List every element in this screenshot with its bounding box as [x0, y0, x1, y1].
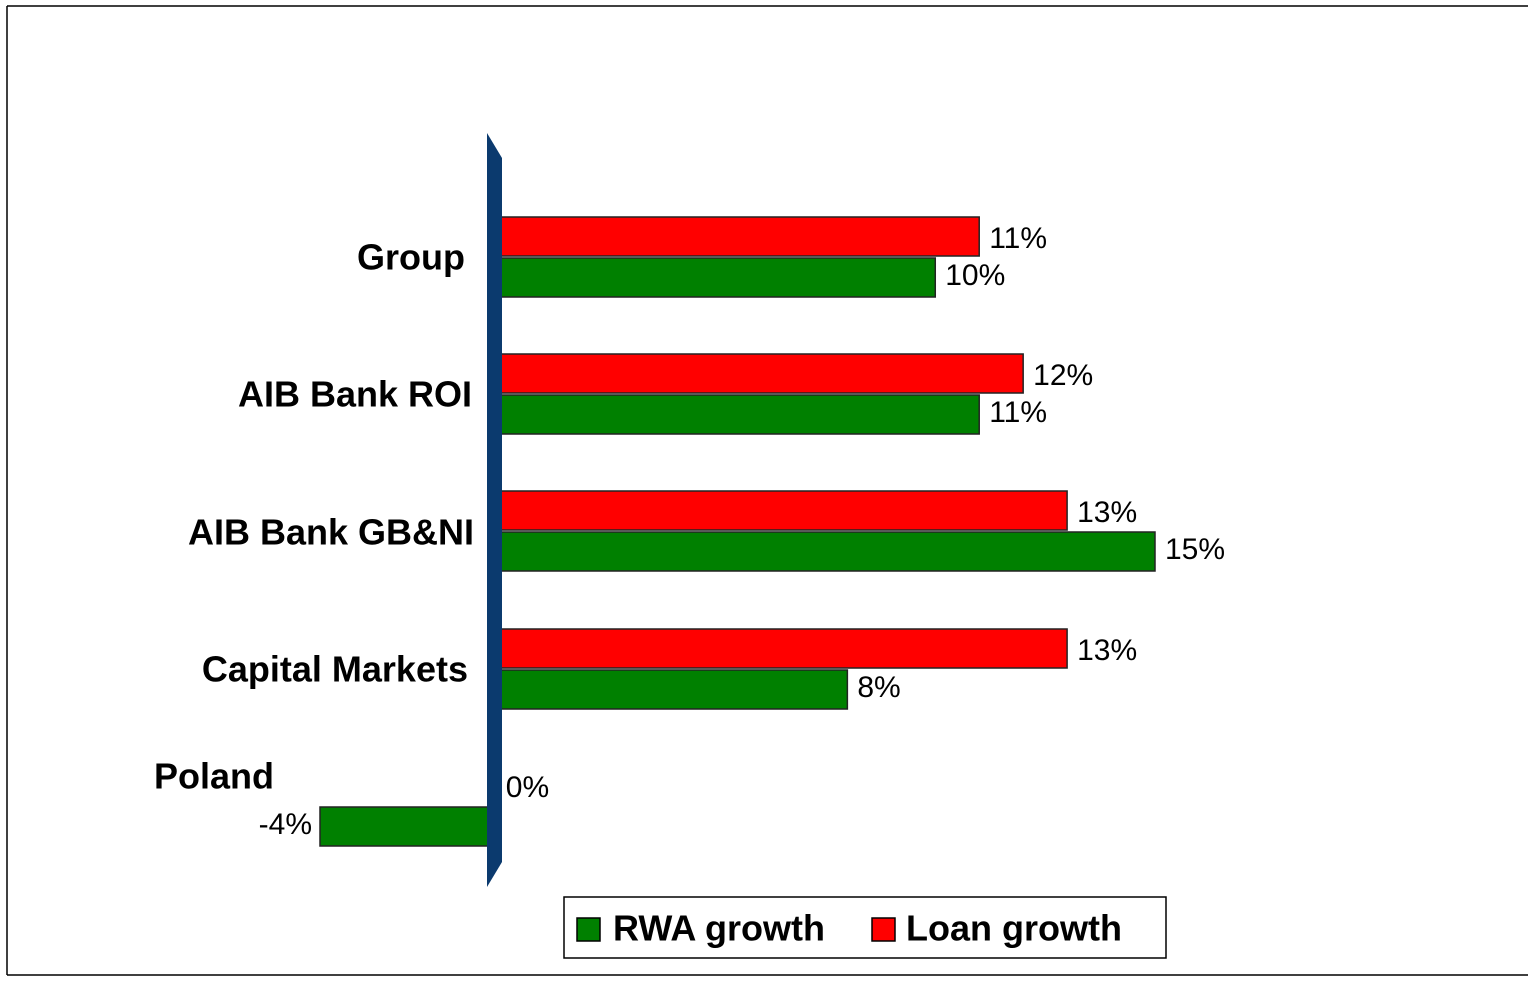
bar — [495, 669, 849, 710]
category-label: Capital Markets — [202, 649, 468, 690]
axis — [487, 133, 502, 887]
bar — [495, 628, 1068, 669]
bar — [495, 490, 1068, 531]
value-label: 13% — [1077, 634, 1137, 667]
bar — [495, 531, 1156, 572]
value-label: 12% — [1033, 359, 1093, 392]
value-label: 13% — [1077, 496, 1137, 529]
bar — [319, 806, 497, 847]
bar — [495, 394, 980, 435]
bar — [495, 353, 1024, 394]
legend-swatch — [576, 917, 601, 942]
value-label: 11% — [989, 396, 1047, 429]
value-label: 8% — [857, 671, 900, 704]
bar — [495, 216, 980, 257]
value-label: 11% — [989, 222, 1047, 255]
value-label: -4% — [259, 808, 312, 841]
legend-swatch — [871, 917, 896, 942]
category-label: Poland — [154, 756, 274, 797]
value-label: 0% — [506, 771, 549, 804]
value-label: 10% — [945, 259, 1005, 292]
bar — [495, 257, 937, 298]
legend-box — [563, 896, 1167, 959]
value-label: 15% — [1165, 533, 1225, 566]
category-label: AIB Bank GB&NI — [188, 512, 474, 553]
category-label: Group — [357, 237, 465, 278]
legend-label: RWA growth — [613, 908, 825, 949]
legend-label: Loan growth — [906, 908, 1122, 949]
category-label: AIB Bank ROI — [238, 374, 472, 415]
